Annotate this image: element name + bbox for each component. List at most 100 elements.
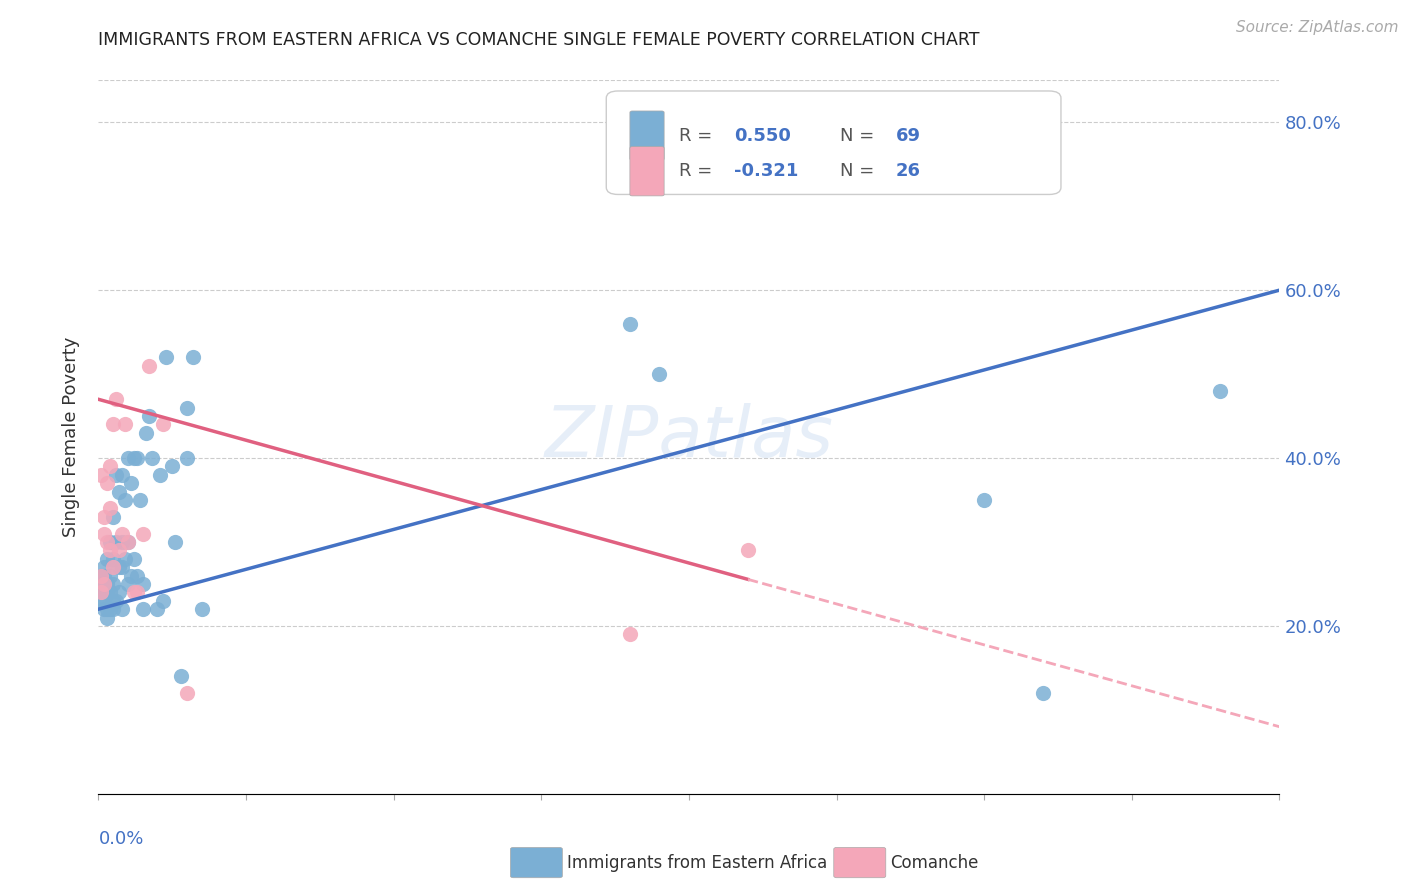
Point — [114, 551, 136, 566]
Point — [96, 610, 118, 624]
Point — [103, 509, 125, 524]
Point — [93, 577, 115, 591]
Point — [103, 577, 125, 591]
Point — [114, 493, 136, 508]
Point — [176, 451, 198, 466]
Point — [648, 367, 671, 381]
Text: R =: R = — [679, 127, 718, 145]
Point — [93, 560, 115, 574]
Point — [105, 594, 128, 608]
Point — [152, 417, 174, 432]
Point — [108, 484, 131, 499]
Point — [90, 585, 112, 599]
Point — [165, 535, 187, 549]
Text: Immigrants from Eastern Africa: Immigrants from Eastern Africa — [567, 854, 827, 871]
Point — [98, 543, 121, 558]
Point — [98, 602, 121, 616]
Point — [152, 594, 174, 608]
Point — [111, 535, 134, 549]
Point — [132, 526, 155, 541]
Point — [181, 351, 204, 365]
Point — [105, 392, 128, 407]
Point — [93, 602, 115, 616]
FancyBboxPatch shape — [630, 146, 664, 196]
Point — [108, 560, 131, 574]
Point — [111, 467, 134, 482]
Text: 69: 69 — [896, 127, 921, 145]
Point — [138, 409, 160, 423]
Point — [135, 425, 157, 440]
Point — [108, 543, 131, 558]
Point — [141, 451, 163, 466]
Point — [1032, 686, 1054, 700]
Text: R =: R = — [679, 162, 718, 180]
Point — [737, 543, 759, 558]
Point — [146, 602, 169, 616]
Point — [149, 467, 172, 482]
Point — [96, 551, 118, 566]
Point — [170, 669, 193, 683]
Point — [93, 594, 115, 608]
Point — [120, 476, 142, 491]
Point — [176, 401, 198, 415]
Point — [117, 535, 139, 549]
Point — [973, 493, 995, 508]
Text: -0.321: -0.321 — [734, 162, 799, 180]
Point — [96, 585, 118, 599]
Point — [96, 476, 118, 491]
FancyBboxPatch shape — [630, 111, 664, 161]
Point — [191, 602, 214, 616]
Point — [619, 627, 641, 641]
Text: Comanche: Comanche — [890, 854, 979, 871]
Point — [93, 577, 115, 591]
Point — [111, 602, 134, 616]
Text: 26: 26 — [896, 162, 921, 180]
Point — [125, 568, 148, 582]
Point — [117, 577, 139, 591]
Point — [176, 686, 198, 700]
Point — [125, 451, 148, 466]
Point — [103, 560, 125, 574]
Y-axis label: Single Female Poverty: Single Female Poverty — [62, 337, 80, 537]
Point — [132, 602, 155, 616]
Point — [105, 467, 128, 482]
Point — [122, 551, 145, 566]
Point — [93, 568, 115, 582]
Point — [128, 493, 150, 508]
Point — [103, 602, 125, 616]
Text: 0.550: 0.550 — [734, 127, 790, 145]
Point — [111, 526, 134, 541]
Point — [90, 577, 112, 591]
Point — [117, 451, 139, 466]
Point — [90, 594, 112, 608]
Text: Source: ZipAtlas.com: Source: ZipAtlas.com — [1236, 20, 1399, 35]
Point — [90, 467, 112, 482]
Point — [93, 509, 115, 524]
Point — [96, 602, 118, 616]
Point — [103, 551, 125, 566]
Text: N =: N = — [841, 127, 880, 145]
Point — [98, 459, 121, 474]
Point — [93, 526, 115, 541]
Point — [122, 585, 145, 599]
Point — [117, 535, 139, 549]
Point — [111, 560, 134, 574]
Point — [125, 585, 148, 599]
Text: 0.0%: 0.0% — [98, 830, 143, 847]
Point — [90, 568, 112, 582]
Point — [103, 417, 125, 432]
Point — [108, 585, 131, 599]
Point — [1209, 384, 1232, 398]
Text: ZIPatlas: ZIPatlas — [544, 402, 834, 472]
Point — [93, 585, 115, 599]
Point — [619, 317, 641, 331]
Point — [105, 535, 128, 549]
Point — [138, 359, 160, 373]
Point — [155, 351, 177, 365]
Point — [96, 535, 118, 549]
Point — [122, 451, 145, 466]
Point — [162, 459, 183, 474]
Text: IMMIGRANTS FROM EASTERN AFRICA VS COMANCHE SINGLE FEMALE POVERTY CORRELATION CHA: IMMIGRANTS FROM EASTERN AFRICA VS COMANC… — [98, 31, 980, 49]
Point — [98, 568, 121, 582]
Point — [103, 594, 125, 608]
